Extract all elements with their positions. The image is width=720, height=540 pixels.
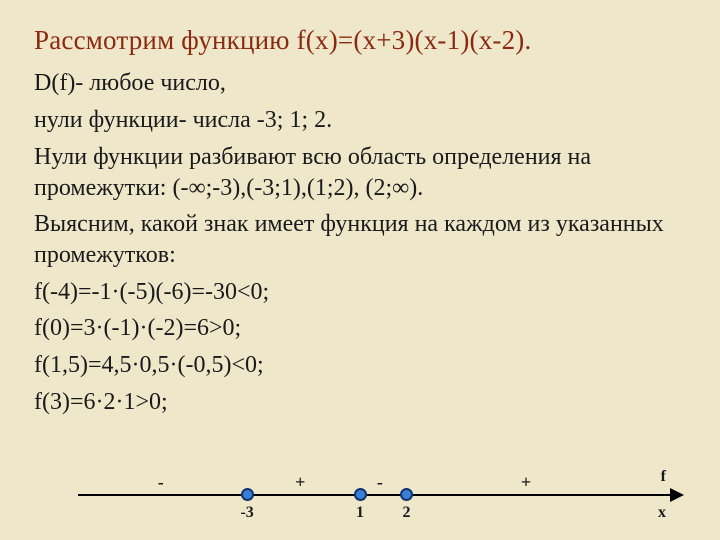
interval-sign: + xyxy=(521,472,531,493)
slide: Рассмотрим функцию f(х)=(х+3)(х-1)(х-2).… xyxy=(0,0,720,540)
axis-label-x: х xyxy=(658,504,666,522)
axis-point-label: -3 xyxy=(240,504,253,522)
axis-point-label: 1 xyxy=(356,504,364,522)
axis-line xyxy=(78,494,678,496)
text-line: f(-4)=-1·(-5)(-6)=-30<0; xyxy=(34,277,692,308)
interval-sign: - xyxy=(377,472,383,493)
text-line: D(f)- любое число, xyxy=(34,68,692,99)
text-line: f(0)=3·(-1)·(-2)=6>0; xyxy=(34,313,692,344)
interval-sign: + xyxy=(295,472,305,493)
slide-body: D(f)- любое число, нули функции- числа -… xyxy=(34,68,692,417)
interval-sign: - xyxy=(158,472,164,493)
text-line: Нули функции разбивают всю область опред… xyxy=(34,142,692,203)
axis-point-label: 2 xyxy=(402,504,410,522)
axis-point xyxy=(400,488,413,501)
text-line: нули функции- числа -3; 1; 2. xyxy=(34,105,692,136)
axis-point xyxy=(241,488,254,501)
axis-label-f: f xyxy=(661,468,666,486)
slide-title: Рассмотрим функцию f(х)=(х+3)(х-1)(х-2). xyxy=(34,22,692,58)
text-line: Выясним, какой знак имеет функция на каж… xyxy=(34,209,692,270)
axis-point xyxy=(354,488,367,501)
text-line: f(3)=6·2·1>0; xyxy=(34,387,692,418)
number-line-diagram: f х -3 1 2 - + - + xyxy=(28,462,692,526)
arrow-icon xyxy=(670,488,684,502)
text-line: f(1,5)=4,5·0,5·(-0,5)<0; xyxy=(34,350,692,381)
